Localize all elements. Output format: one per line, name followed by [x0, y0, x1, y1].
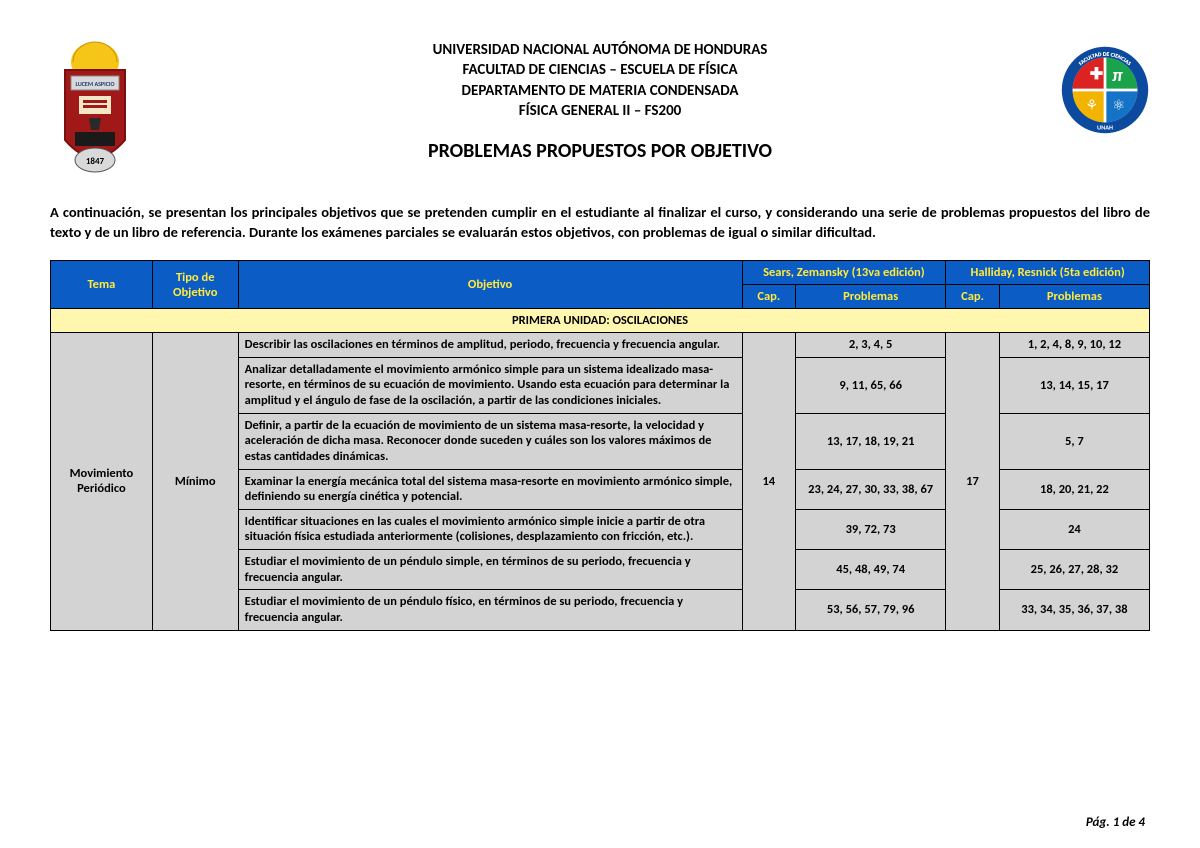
- th-prob2: Problemas: [999, 285, 1149, 309]
- svg-text:LUCEM ASPICIO: LUCEM ASPICIO: [75, 80, 114, 88]
- tema-cell: Movimiento Periódico: [51, 333, 153, 630]
- prob1-cell: 2, 3, 4, 5: [796, 333, 946, 358]
- th-tipo: Tipo de Objetivo: [152, 261, 238, 309]
- th-book2: Halliday, Resnick (5ta edición): [946, 261, 1150, 285]
- objective-cell: Analizar detalladamente el movimiento ar…: [238, 357, 742, 413]
- document-title: PROBLEMAS PROPUESTOS POR OBJETIVO: [140, 139, 1060, 163]
- header-line-3: DEPARTAMENTO DE MATERIA CONDENSADA: [140, 81, 1060, 101]
- prob1-cell: 9, 11, 65, 66: [796, 357, 946, 413]
- prob1-cell: 13, 17, 18, 19, 21: [796, 413, 946, 469]
- objective-cell: Examinar la energía mecánica total del s…: [238, 469, 742, 509]
- prob2-cell: 24: [999, 509, 1149, 549]
- prob2-cell: 1, 2, 4, 8, 9, 10, 12: [999, 333, 1149, 358]
- logo-left: LUCEM ASPICIO 1847: [50, 40, 140, 175]
- prob2-cell: 5, 7: [999, 413, 1149, 469]
- objective-cell: Definir, a partir de la ecuación de movi…: [238, 413, 742, 469]
- document-header: LUCEM ASPICIO 1847 UNIVERSIDAD NACIONAL …: [50, 40, 1150, 175]
- prob1-cell: 23, 24, 27, 30, 33, 38, 67: [796, 469, 946, 509]
- prob1-cell: 45, 48, 49, 74: [796, 550, 946, 590]
- objective-cell: Estudiar el movimiento de un péndulo fís…: [238, 590, 742, 630]
- th-prob1: Problemas: [796, 285, 946, 309]
- header-line-4: FÍSICA GENERAL II – FS200: [140, 101, 1060, 121]
- cap1-cell: 14: [742, 333, 796, 630]
- header-text: UNIVERSIDAD NACIONAL AUTÓNOMA DE HONDURA…: [140, 40, 1060, 163]
- svg-text:✚: ✚: [1090, 65, 1104, 84]
- svg-text:1847: 1847: [86, 156, 105, 167]
- svg-text:π: π: [1112, 64, 1123, 86]
- header-line-2: FACULTAD DE CIENCIAS – ESCUELA DE FÍSICA: [140, 60, 1060, 80]
- cap2-cell: 17: [946, 333, 1000, 630]
- page-number: Pág. 1 de 4: [1086, 815, 1145, 830]
- prob2-cell: 13, 14, 15, 17: [999, 357, 1149, 413]
- objective-cell: Identificar situaciones en las cuales el…: [238, 509, 742, 549]
- th-cap1: Cap.: [742, 285, 796, 309]
- objectives-table: Tema Tipo de Objetivo Objetivo Sears, Ze…: [50, 260, 1150, 630]
- objective-cell: Describir las oscilaciones en términos d…: [238, 333, 742, 358]
- prob1-cell: 39, 72, 73: [796, 509, 946, 549]
- svg-text:⚛: ⚛: [1112, 96, 1125, 114]
- svg-text:⚘: ⚘: [1085, 96, 1098, 114]
- intro-paragraph: A continuación, se presentan los princip…: [50, 203, 1150, 242]
- th-cap2: Cap.: [946, 285, 1000, 309]
- th-objetivo: Objetivo: [238, 261, 742, 309]
- tipo-cell: Mínimo: [152, 333, 238, 630]
- prob2-cell: 33, 34, 35, 36, 37, 38: [999, 590, 1149, 630]
- unit-title: PRIMERA UNIDAD: OSCILACIONES: [51, 309, 1150, 333]
- objective-cell: Estudiar el movimiento de un péndulo sim…: [238, 550, 742, 590]
- th-tema: Tema: [51, 261, 153, 309]
- svg-text:UNAH: UNAH: [1097, 124, 1113, 132]
- prob2-cell: 25, 26, 27, 28, 32: [999, 550, 1149, 590]
- th-book1: Sears, Zemansky (13va edición): [742, 261, 946, 285]
- prob2-cell: 18, 20, 21, 22: [999, 469, 1149, 509]
- logo-right: ✚ π ⚘ ⚛ FACULTAD DE CIENCIAS UNAH FACULT…: [1060, 40, 1150, 140]
- prob1-cell: 53, 56, 57, 79, 96: [796, 590, 946, 630]
- header-line-1: UNIVERSIDAD NACIONAL AUTÓNOMA DE HONDURA…: [140, 40, 1060, 60]
